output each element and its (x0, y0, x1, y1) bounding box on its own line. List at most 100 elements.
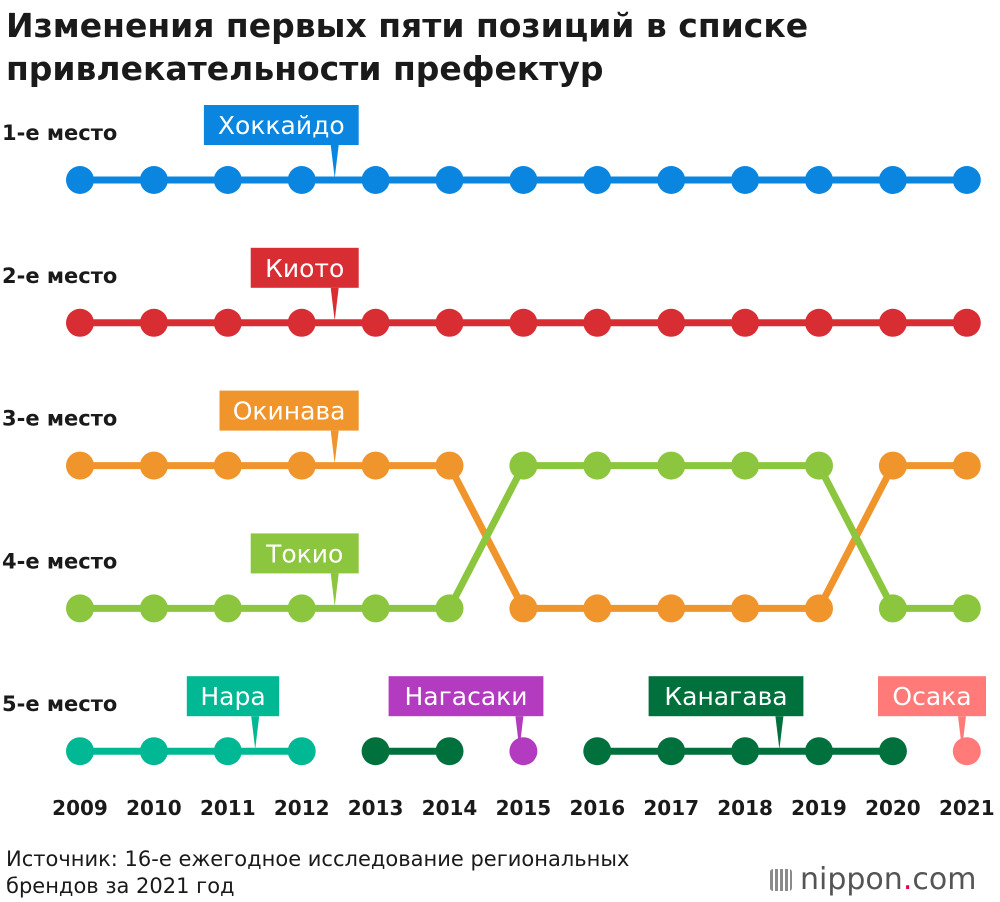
series-0-tag-pointer (330, 145, 339, 178)
series-3-point-2021 (952, 594, 981, 623)
year-label-2009: 2009 (52, 796, 108, 820)
fifth-4-tag (878, 676, 986, 717)
series-0-point-2019 (805, 166, 833, 194)
series-2-point-2019 (805, 594, 833, 623)
year-label-2019: 2019 (791, 796, 847, 820)
series-2-point-2016 (583, 594, 612, 623)
year-label-2021: 2021 (939, 796, 995, 820)
series-1-point-2009 (66, 308, 94, 337)
rank-label-2: 2-е место (2, 264, 117, 288)
series-3-point-2018 (731, 451, 760, 480)
series-1-point-2019 (805, 308, 833, 337)
series-1-point-2016 (583, 308, 612, 337)
fifth-0-point-2010 (139, 737, 168, 766)
series-3-point-2010 (139, 594, 168, 623)
fifth-2-tag (388, 676, 544, 717)
series-3-point-2017 (657, 451, 686, 480)
chart-title-line-1: Изменения первых пяти позиций в списке (6, 6, 809, 45)
series-2-point-2013 (361, 451, 390, 480)
series-1-point-2015 (509, 308, 538, 337)
series-1-point-2017 (657, 308, 686, 337)
series-1-point-2013 (361, 308, 390, 337)
brand-tld: com (912, 862, 977, 897)
fifth-1-point-2014 (435, 737, 464, 766)
series-3-point-2013 (361, 594, 390, 623)
year-label-2016: 2016 (569, 796, 625, 820)
series-2-point-2012 (287, 451, 316, 480)
series-1-point-2011 (213, 308, 242, 337)
fifth-3-point-2016 (583, 737, 612, 766)
series-0-point-2014 (435, 166, 464, 194)
source-line-2: брендов за 2021 год (6, 874, 235, 898)
series-0-point-2013 (361, 166, 390, 194)
series-1-point-2014 (435, 308, 464, 337)
year-label-2020: 2020 (865, 796, 921, 820)
series-1-point-2010 (139, 308, 168, 337)
series-3-point-2020 (878, 594, 907, 623)
rank-label-4: 4-е место (2, 549, 117, 573)
series-3-point-2019 (805, 451, 833, 480)
series-3-tag-pointer (330, 573, 339, 607)
series-3-point-2014 (435, 594, 464, 623)
series-2-point-2011 (213, 451, 242, 480)
fifth-3-tag-label: Канагава (664, 682, 787, 711)
rank-label-1: 1-е место (2, 121, 117, 145)
year-label-2012: 2012 (274, 796, 330, 820)
series-2-point-2021 (952, 451, 981, 480)
series-2-tag (219, 390, 359, 431)
series-2-point-2015 (509, 594, 538, 623)
brand-dot: . (902, 862, 913, 897)
year-label-2011: 2011 (200, 796, 256, 820)
fifth-2-tag-pointer (515, 716, 524, 750)
brand-name: nippon (800, 862, 903, 897)
series-3-point-2012 (287, 594, 316, 623)
year-label-2017: 2017 (643, 796, 699, 820)
fifth-0-tag-pointer (251, 716, 260, 750)
series-0-point-2016 (583, 166, 612, 194)
series-1-point-2021 (952, 308, 981, 337)
fifth-0-point-2009 (66, 737, 94, 766)
fifth-4-tag-label: Осака (892, 682, 971, 711)
series-2-point-2009 (66, 451, 94, 480)
series-0-point-2009 (66, 166, 94, 194)
series-3-point-2011 (213, 594, 242, 623)
nippon-logo-icon (770, 869, 792, 891)
series-2-point-2018 (731, 594, 760, 623)
series-1-tag-pointer (330, 287, 339, 321)
year-label-2010: 2010 (126, 796, 182, 820)
fifth-4-tag-pointer (958, 716, 966, 750)
series-3-point-2015 (509, 451, 538, 480)
series-1-point-2018 (731, 308, 760, 337)
chart-title: Изменения первых пяти позиций в списке п… (6, 4, 986, 90)
series-0-point-2017 (657, 166, 686, 194)
year-label-2013: 2013 (348, 796, 404, 820)
fifth-2-tag-label: Нагасаки (405, 682, 528, 711)
series-1-point-2020 (878, 308, 907, 337)
series-2-tag-pointer (330, 430, 339, 464)
fifth-3-point-2019 (805, 737, 833, 766)
chart-title-line-2: привлекательности префектур (6, 49, 604, 88)
fifth-0-tag-label: Нара (200, 682, 265, 711)
source-note: Источник: 16-е ежегодное исследование ре… (6, 846, 766, 900)
series-3-point-2009 (66, 594, 94, 623)
series-0-tag-label: Хоккайдо (218, 111, 345, 140)
series-2-point-2020 (878, 451, 907, 480)
series-0-point-2020 (878, 166, 907, 194)
fifth-3-tag (648, 676, 804, 717)
series-3-tag (250, 533, 359, 574)
brand-logo: nippon.com (770, 862, 976, 897)
fifth-3-point-2020 (878, 737, 907, 766)
series-0-point-2015 (509, 166, 538, 194)
source-line-1: Источник: 16-е ежегодное исследование ре… (6, 847, 630, 871)
series-3-point-2016 (583, 451, 612, 480)
series-1-tag (250, 247, 359, 288)
fifth-1-point-2013 (361, 737, 390, 766)
fifth-4-point-2021 (952, 737, 981, 766)
rank-label-5: 5-е место (2, 692, 117, 716)
fifth-3-tag-pointer (775, 716, 784, 750)
series-2-point-2017 (657, 594, 686, 623)
fifth-3-point-2017 (657, 737, 686, 766)
series-0-point-2018 (731, 166, 760, 194)
series-1-point-2012 (287, 308, 316, 337)
fifth-0-point-2011 (213, 737, 242, 766)
